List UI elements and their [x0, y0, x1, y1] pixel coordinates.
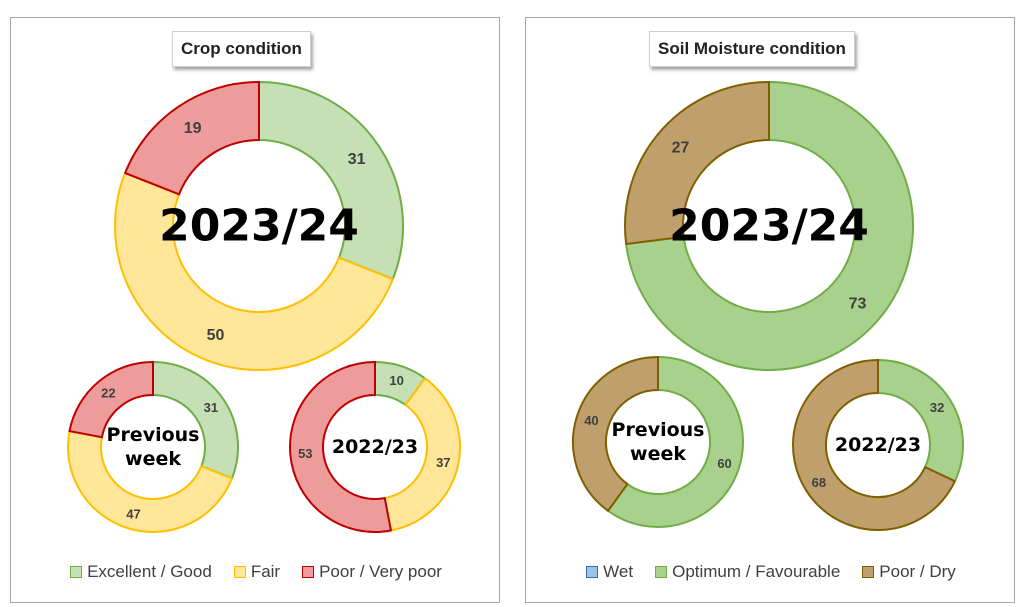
donut-segment — [606, 355, 744, 528]
legend-item: Excellent / Good — [70, 562, 212, 582]
data-label: 40 — [584, 413, 598, 428]
data-label: 47 — [126, 507, 140, 522]
chart-legend: Excellent / Good Fair Poor / Very poor — [11, 559, 501, 585]
series-label: 2023/24 — [669, 201, 869, 252]
series-label: Previous — [612, 419, 705, 441]
data-label: 73 — [849, 296, 867, 313]
series-label: week — [125, 448, 181, 470]
data-label: 31 — [204, 400, 218, 415]
legend-item: Poor / Dry — [862, 562, 956, 582]
data-label: 22 — [101, 386, 115, 401]
legend-item: Poor / Very poor — [302, 562, 442, 582]
crop-condition-panel: Crop condition 31 50 19 2023/24 31 47 22 Previo… — [10, 17, 500, 603]
legend-swatch — [233, 566, 246, 578]
series-label: 2022/23 — [835, 434, 921, 456]
donut-segment — [258, 80, 404, 281]
legend-swatch — [655, 566, 668, 578]
series-label: 2022/23 — [332, 436, 418, 458]
donut-segment — [383, 376, 461, 532]
series-label: Previous — [107, 424, 200, 446]
legend-label: Optimum / Favourable — [672, 562, 841, 581]
legend-item: Optimum / Favourable — [655, 562, 840, 582]
donut-segment — [289, 360, 393, 533]
data-label: 19 — [184, 120, 202, 137]
data-label: 60 — [717, 456, 731, 471]
chart-legend: Wet Optimum / Favourable Poor / Dry — [526, 559, 1016, 585]
data-label: 37 — [436, 455, 450, 470]
data-label: 68 — [812, 475, 826, 490]
legend-swatch — [586, 566, 599, 578]
legend-label: Poor / Very poor — [319, 562, 442, 581]
data-label: 53 — [298, 446, 312, 461]
data-label: 10 — [389, 373, 403, 388]
donut-segment — [123, 80, 260, 196]
data-label: 31 — [348, 151, 366, 168]
donut-segment — [152, 360, 239, 480]
donut-segment — [67, 429, 234, 533]
legend-swatch — [862, 566, 875, 578]
legend-label: Fair — [250, 562, 281, 581]
donut-segment — [68, 360, 154, 439]
data-label: 27 — [672, 139, 690, 156]
donut-segment — [624, 80, 770, 246]
donut-segment — [114, 171, 395, 371]
chart-title: Crop condition — [172, 31, 311, 67]
series-label: week — [630, 443, 686, 465]
legend-item: Fair — [233, 562, 281, 582]
data-label: 50 — [207, 327, 225, 344]
legend-item: Wet — [586, 562, 633, 582]
legend-swatch — [302, 566, 315, 578]
legend-swatch — [70, 566, 83, 578]
legend-label: Poor / Dry — [879, 562, 956, 581]
soil-moisture-panel: Soil Moisture condition 73 27 2023/24 60 40 P… — [525, 17, 1015, 603]
chart-title: Soil Moisture condition — [649, 31, 855, 67]
donut-segment — [625, 80, 914, 371]
series-label: 2023/24 — [159, 201, 359, 252]
donut-segment — [877, 358, 964, 483]
donut-segment — [792, 358, 957, 531]
data-label: 32 — [930, 400, 944, 415]
donut-segment — [572, 355, 659, 513]
legend-label: Wet — [603, 562, 634, 581]
legend-label: Excellent / Good — [87, 562, 212, 581]
